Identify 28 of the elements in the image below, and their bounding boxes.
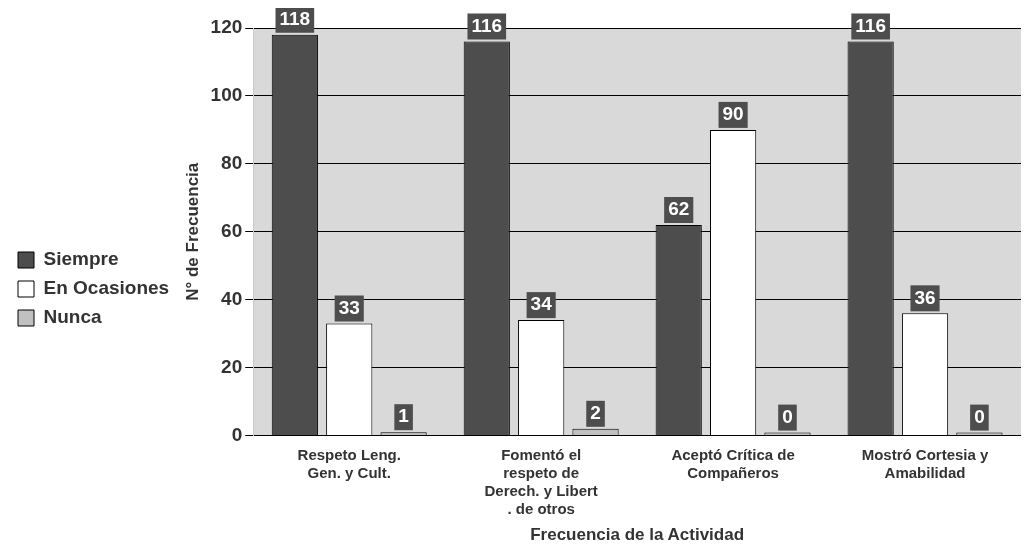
- y-tick-label: 20: [221, 355, 243, 377]
- data-label: 0: [974, 405, 985, 427]
- x-tick-label: Aceptó Crítica de Compañeros: [671, 445, 795, 481]
- data-label: 33: [338, 296, 360, 318]
- y-tick-label: 60: [221, 220, 243, 242]
- data-label: 36: [914, 286, 936, 308]
- legend-label: Nunca: [43, 306, 102, 328]
- data-label: 90: [722, 103, 744, 125]
- x-tick-label: Fomentó el respeto de Derech. y Libert . de otros: [484, 445, 598, 517]
- data-label: 34: [530, 293, 553, 315]
- legend-label: En Ocasiones: [43, 277, 170, 299]
- data-label: 2: [590, 402, 601, 424]
- x-tick-label: Respeto Leng. Gen. y Cult.: [297, 445, 401, 481]
- data-label: 116: [471, 14, 503, 36]
- x-axis-title: Frecuencia de la Actividad: [530, 525, 745, 545]
- y-tick-label: 0: [231, 423, 243, 445]
- y-tick-label: 80: [221, 152, 243, 174]
- y-tick-label: 40: [221, 287, 243, 309]
- data-label: 118: [279, 8, 311, 30]
- y-tick-label: 120: [210, 16, 243, 38]
- x-tick-label: Mostró Cortesia y Amabilidad: [861, 445, 990, 481]
- y-tick-label: 100: [210, 84, 243, 106]
- y-axis-title: N° de Frecuencia: [183, 162, 203, 301]
- data-label: 62: [668, 198, 690, 220]
- data-label: 0: [782, 405, 793, 427]
- data-label: 116: [855, 14, 886, 36]
- data-label: 1: [398, 405, 410, 427]
- legend-label: Siempre: [43, 248, 119, 270]
